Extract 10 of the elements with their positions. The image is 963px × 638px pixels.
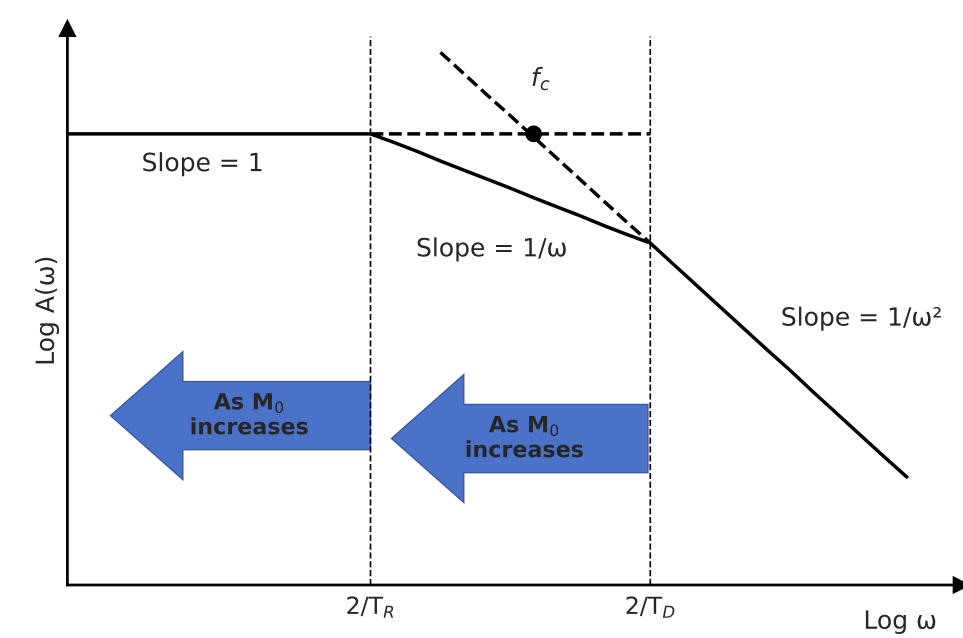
x-tick-label: 2/T$_{D}$	[626, 596, 674, 618]
annotation: Slope = 1	[143, 152, 262, 176]
y-axis-title: Log A(ω)	[34, 258, 60, 364]
annotation: As M$_{0}$ increases	[466, 416, 583, 458]
annotation: f$_{c}$	[532, 66, 550, 90]
x-tick-label: 2/T$_{R}$	[347, 596, 394, 618]
annotation: Slope = 1/ω	[418, 237, 566, 262]
annotation: As M$_{0}$ increases	[192, 393, 308, 435]
x-axis-title: Log ω	[866, 610, 936, 634]
annotation: Slope = 1/ω²	[782, 306, 941, 331]
